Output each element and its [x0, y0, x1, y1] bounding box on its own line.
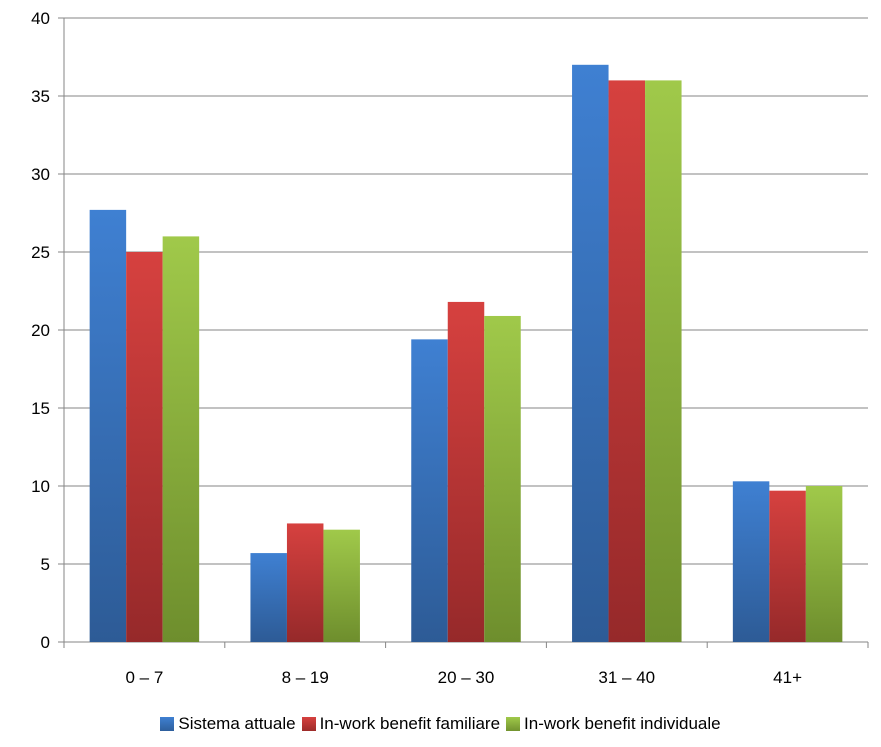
bar-in-work-benefit-individuale-8-19 [323, 529, 360, 642]
bar-sistema-attuale-41 [732, 481, 770, 642]
y-tick-label-20: 20 [31, 321, 50, 340]
x-tick-label-8-19: 8 – 19 [282, 668, 329, 687]
legend-label-sistema-attuale: Sistema attuale [178, 714, 296, 733]
bar-in-work-benefit-individuale-41 [805, 486, 843, 642]
legend-swatch-sistema-attuale [160, 717, 175, 731]
y-tick-label-15: 15 [31, 399, 50, 418]
y-tick-label-40: 40 [31, 9, 50, 28]
x-tick-label-31-40: 31 – 40 [598, 668, 655, 687]
y-tick-label-30: 30 [31, 165, 50, 184]
y-tick-label-35: 35 [31, 87, 50, 106]
bar-in-work-benefit-familiare-31-40 [608, 80, 646, 642]
x-tick-label-20-30: 20 – 30 [438, 668, 495, 687]
legend-label-individuale: In-work benefit individuale [524, 714, 721, 733]
bar-chart: 0 5 10 15 20 25 30 35 40 0 – 7 8 – 19 20 – 30 31 – 4… [31, 9, 869, 687]
bar-in-work-benefit-individuale-20-30 [484, 315, 521, 642]
bar-in-work-benefit-individuale-0-7 [162, 236, 200, 642]
y-tick-label-5: 5 [41, 555, 50, 574]
x-tick-label-41: 41+ [773, 668, 802, 687]
bar-sistema-attuale-0-7 [89, 209, 127, 642]
legend-item-individuale: In-work benefit individuale [506, 714, 721, 734]
legend-swatch-familiare [301, 717, 316, 731]
y-tick-label-0: 0 [41, 633, 50, 652]
y-tick-label-25: 25 [31, 243, 50, 262]
legend-item-familiare: In-work benefit familiare [301, 714, 501, 734]
bar-sistema-attuale-8-19 [250, 553, 287, 642]
bar-in-work-benefit-familiare-0-7 [126, 252, 163, 642]
bar-sistema-attuale-31-40 [572, 64, 609, 643]
legend-swatch-individuale [506, 717, 521, 731]
bar-in-work-benefit-familiare-20-30 [447, 301, 485, 642]
bar-in-work-benefit-familiare-8-19 [286, 523, 324, 642]
bar-in-work-benefit-familiare-41 [769, 490, 806, 642]
bar-in-work-benefit-individuale-31-40 [645, 80, 682, 642]
x-tick-label-0-7: 0 – 7 [125, 668, 163, 687]
legend-item-sistema-attuale: Sistema attuale [160, 714, 296, 734]
bar-sistema-attuale-20-30 [411, 339, 448, 642]
legend: Sistema attuale In-work benefit familiar… [0, 714, 881, 734]
y-tick-label-10: 10 [31, 477, 50, 496]
legend-label-familiare: In-work benefit familiare [319, 714, 501, 733]
